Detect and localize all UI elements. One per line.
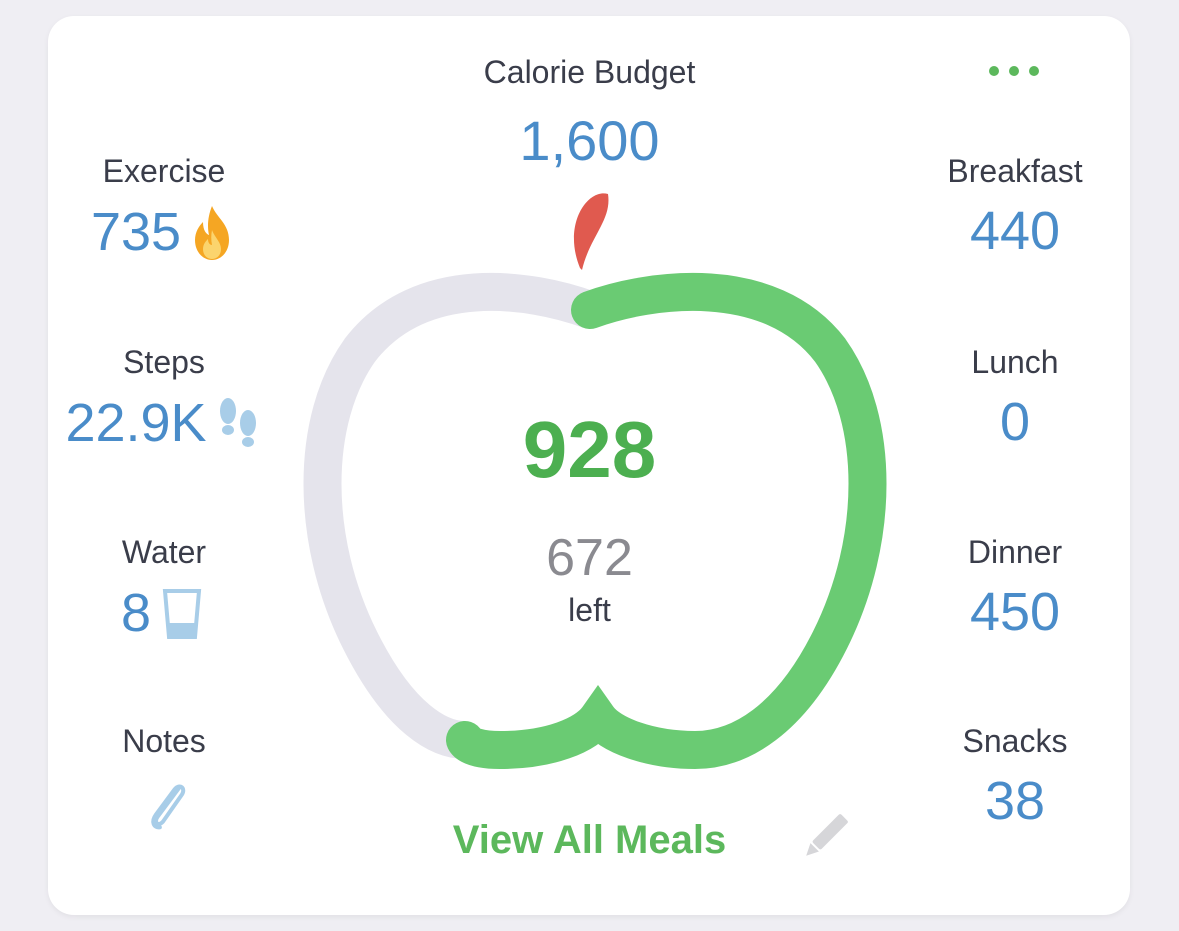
dinner-label: Dinner	[967, 534, 1063, 570]
notes-label: Notes	[122, 723, 206, 759]
paperclip-icon[interactable]	[146, 776, 186, 832]
calorie-budget-value[interactable]: 1,600	[519, 109, 660, 172]
lunch-value: 0	[999, 392, 1031, 452]
water-stat[interactable]: Water 8	[34, 533, 294, 643]
snacks-value: 38	[984, 771, 1046, 831]
view-all-meals-button[interactable]: View All Meals	[452, 818, 727, 862]
exercise-label: Exercise	[102, 153, 226, 189]
steps-value: 22.9K	[65, 393, 207, 453]
calories-remaining-value: 672	[546, 529, 633, 587]
flame-icon	[187, 202, 237, 262]
calorie-budget-label: Calorie Budget	[483, 54, 696, 90]
lunch-label: Lunch	[971, 344, 1059, 380]
apple-progress-ring	[300, 180, 890, 780]
more-dots-icon[interactable]	[984, 58, 1044, 84]
progress-fill	[446, 273, 887, 770]
calorie-card	[48, 16, 1130, 915]
calories-remaining-label: left	[568, 592, 611, 628]
breakfast-value: 440	[969, 201, 1061, 261]
water-label: Water	[121, 534, 207, 570]
breakfast-stat[interactable]: Breakfast 440	[885, 152, 1145, 260]
apple-stem-icon	[573, 193, 609, 270]
water-value: 8	[120, 583, 152, 643]
glass-icon	[157, 583, 207, 643]
breakfast-label: Breakfast	[947, 153, 1083, 189]
snacks-stat[interactable]: Snacks 38	[885, 722, 1145, 830]
pencil-icon[interactable]	[796, 806, 856, 866]
exercise-stat[interactable]: Exercise 735	[34, 152, 294, 262]
calories-consumed-value: 928	[522, 405, 657, 494]
lunch-stat[interactable]: Lunch 0	[885, 343, 1145, 451]
steps-stat[interactable]: Steps 22.9K	[34, 343, 294, 453]
notes-stat[interactable]: Notes	[34, 722, 294, 760]
steps-label: Steps	[123, 344, 205, 380]
snacks-label: Snacks	[962, 723, 1068, 759]
footsteps-icon	[213, 393, 263, 453]
dinner-value: 450	[969, 582, 1061, 642]
exercise-value: 735	[90, 202, 182, 262]
progress-track	[303, 273, 597, 759]
dinner-stat[interactable]: Dinner 450	[885, 533, 1145, 641]
